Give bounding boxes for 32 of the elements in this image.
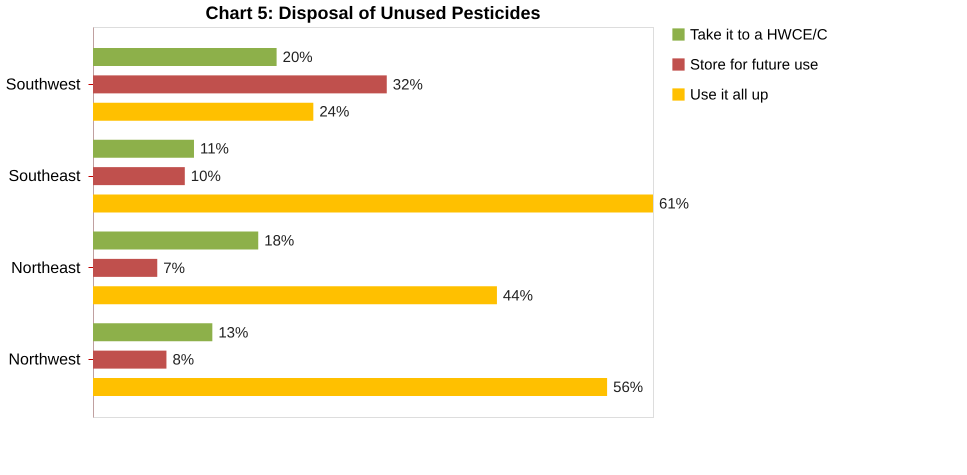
legend-label: Use it all up xyxy=(690,86,768,104)
legend-label: Take it to a HWCE/C xyxy=(690,26,828,44)
y-tick-label: Southeast xyxy=(8,168,82,186)
y-tick-label: Northeast xyxy=(11,260,82,277)
bar xyxy=(93,48,277,66)
legend-label: Store for future use xyxy=(690,56,818,74)
bar xyxy=(93,258,158,277)
bar xyxy=(93,194,653,212)
y-tick-label: Northwest xyxy=(8,352,82,369)
data-label: 7% xyxy=(163,260,185,277)
bar xyxy=(93,350,166,369)
data-label: 44% xyxy=(502,287,533,304)
bar xyxy=(93,378,608,396)
bar xyxy=(93,167,185,186)
data-label: 20% xyxy=(282,48,313,66)
data-label: 61% xyxy=(659,195,690,212)
data-label: 8% xyxy=(172,352,194,369)
bar xyxy=(93,286,497,304)
chart-title: Chart 5: Disposal of Unused Pesticides xyxy=(205,3,541,23)
bar xyxy=(93,323,212,342)
bar xyxy=(93,75,387,94)
y-tick-label: Southwest xyxy=(6,76,82,94)
data-label: 18% xyxy=(264,232,294,250)
bar xyxy=(93,232,258,250)
bar xyxy=(93,102,314,121)
data-label: 56% xyxy=(613,379,644,396)
bar xyxy=(93,140,194,158)
data-label: 10% xyxy=(190,168,221,186)
data-label: 24% xyxy=(319,104,350,121)
data-label: 11% xyxy=(200,140,229,158)
data-label: 32% xyxy=(392,76,423,94)
data-label: 13% xyxy=(218,324,248,342)
